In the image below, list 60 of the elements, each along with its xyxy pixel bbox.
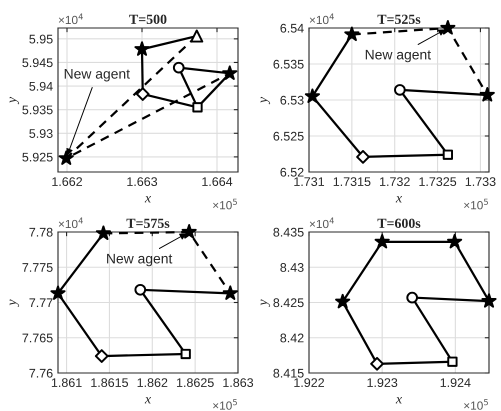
y-tick-label: 5.93 xyxy=(29,129,53,138)
annotation: New agent xyxy=(64,69,130,82)
chart-title: T=575s xyxy=(126,218,170,228)
y-tick-label: 6.53 xyxy=(280,96,304,105)
y-axis-title: y xyxy=(10,299,20,307)
x-tick-label: 1.863 xyxy=(223,378,254,388)
chart-title: T=500 xyxy=(129,14,166,24)
y-tick-label: 5.935 xyxy=(22,105,53,114)
y-axis-title: y xyxy=(10,96,20,104)
x-tick-label: 1.861 xyxy=(52,378,82,388)
y-tick-label: 8.415 xyxy=(273,368,304,378)
text: ×10$^{5}$ xyxy=(213,198,237,210)
text: ×10$^{5}$ xyxy=(213,399,237,410)
text: ×10$^{4}$ xyxy=(310,218,334,228)
y-tick-label: 8.42 xyxy=(280,334,304,342)
annotation: New agent xyxy=(107,254,172,266)
x-tick-label: 1.662 xyxy=(52,177,82,186)
x-tick-label: 1.7315 xyxy=(334,177,370,186)
text: ×10$^{4}$ xyxy=(58,13,83,24)
text: ×10$^{5}$ xyxy=(464,399,488,410)
x-axis-title: x xyxy=(396,396,402,404)
x-tick-label: 1.664 xyxy=(202,177,232,186)
y-axis-title: y xyxy=(260,96,270,104)
y-axis-title: y xyxy=(260,299,270,307)
y-tick-label: 7.78 xyxy=(29,228,53,237)
x-axis-title: x xyxy=(144,396,151,404)
y-tick-label: 5.925 xyxy=(22,152,53,162)
x-tick-label: 1.924 xyxy=(440,378,471,388)
y-tick-label: 7.775 xyxy=(22,263,53,272)
text: ×10$^{5}$ xyxy=(464,198,488,210)
y-tick-label: 5.945 xyxy=(22,58,53,68)
x-tick-label: 1.732 xyxy=(380,177,410,186)
x-tick-label: 1.7325 xyxy=(419,177,456,186)
y-tick-label: 7.77 xyxy=(29,298,53,308)
x-tick-label: 1.862 xyxy=(138,378,168,388)
text: ×10$^{4}$ xyxy=(58,218,83,228)
x-axis-title: x xyxy=(144,196,151,202)
y-tick-label: 5.94 xyxy=(29,82,53,91)
y-tick-label: 8.425 xyxy=(273,298,304,308)
y-tick-label: 5.95 xyxy=(29,34,53,44)
chart-title: T=600s xyxy=(378,218,420,228)
y-tick-label: 6.52 xyxy=(280,168,304,177)
x-axis-title: x xyxy=(396,196,402,202)
x-tick-label: 1.663 xyxy=(127,177,158,186)
y-tick-label: 8.435 xyxy=(273,228,304,237)
y-tick-label: 7.76 xyxy=(29,368,53,378)
x-tick-label: 1.923 xyxy=(367,378,398,388)
y-tick-label: 6.525 xyxy=(273,132,304,141)
x-tick-label: 1.733 xyxy=(466,177,496,186)
y-tick-label: 6.54 xyxy=(280,24,304,33)
x-tick-label: 1.731 xyxy=(294,177,324,186)
chart-title: T=525s xyxy=(378,14,420,24)
text: ×10$^{4}$ xyxy=(310,13,334,24)
x-tick-label: 1.922 xyxy=(294,378,324,388)
y-tick-label: 6.535 xyxy=(273,60,304,69)
x-tick-label: 1.8625 xyxy=(176,378,214,388)
x-tick-label: 1.8615 xyxy=(91,378,128,388)
y-tick-label: 8.43 xyxy=(280,263,304,272)
y-tick-label: 7.765 xyxy=(22,334,53,342)
annotation: New agent xyxy=(366,50,431,62)
